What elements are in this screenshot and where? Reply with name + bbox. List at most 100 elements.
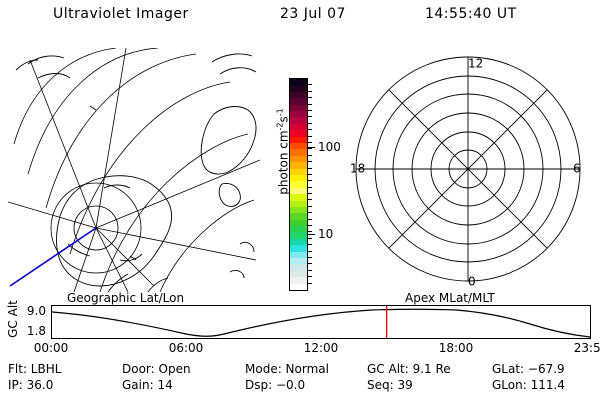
colorbar-band xyxy=(290,104,307,112)
colorbar-tick xyxy=(307,231,312,233)
colorbar-tick xyxy=(307,122,312,124)
geo-spacecraft-track xyxy=(9,227,97,287)
orbit-altitude-curve xyxy=(52,308,590,338)
colorbar-band xyxy=(290,219,307,227)
geo-coastlines xyxy=(15,53,257,292)
colorbar-band xyxy=(290,187,307,195)
colorbar-band xyxy=(290,155,307,163)
polar-mlat-label: 80 xyxy=(340,48,355,51)
colorbar-tick-label: 100 xyxy=(318,140,341,155)
colorbar-tick xyxy=(307,250,312,252)
colorbar-band xyxy=(290,277,307,284)
colorbar-tick xyxy=(307,90,312,92)
geographic-panel-title: Geographic Lat/Lon xyxy=(67,291,185,305)
colorbar-band xyxy=(290,123,307,131)
colorbar-band xyxy=(290,258,307,265)
colorbar-tick xyxy=(307,161,312,163)
colorbar-band xyxy=(290,238,307,246)
colorbar-tick xyxy=(307,180,312,182)
colorbar-tick xyxy=(307,129,312,131)
colorbar-tick xyxy=(307,186,312,188)
colorbar-tick xyxy=(307,141,312,143)
colorbar-tick xyxy=(307,199,312,201)
colorbar-tick xyxy=(307,212,312,214)
observation-date: 23 Jul 07 xyxy=(280,6,346,22)
colorbar-tick xyxy=(307,218,312,220)
colorbar-tick xyxy=(307,244,312,246)
status-ip: IP: 36.0 xyxy=(8,378,54,392)
colorbar-band xyxy=(290,226,307,233)
colorbar-band xyxy=(290,168,307,175)
orbit-altitude-plot[interactable] xyxy=(51,305,591,339)
colorbar-gradient[interactable] xyxy=(289,78,308,291)
colorbar-band xyxy=(290,232,307,239)
status-filter: Flt: LBHL xyxy=(8,362,62,376)
colorbar-band xyxy=(290,174,307,182)
colorbar-tick xyxy=(307,97,312,99)
orbit-x-tick-label: 06:00 xyxy=(168,341,204,355)
colorbar-tick xyxy=(307,154,312,156)
polar-mlat-label: 60 xyxy=(340,48,355,51)
status-dsp: Dsp: −0.0 xyxy=(245,378,306,392)
colorbar-band xyxy=(290,117,307,124)
apex-panel-title: Apex MLat/MLT xyxy=(405,291,495,305)
polar-spokes xyxy=(356,57,580,281)
orbit-y-tick-label: 9.0 xyxy=(26,304,46,319)
polar-mlt-label: 18 xyxy=(350,162,365,176)
colorbar-tick xyxy=(307,84,312,86)
colorbar-unit-exp2: -1 xyxy=(275,108,285,117)
colorbar-band xyxy=(290,143,307,150)
colorbar-major-tick xyxy=(307,147,315,149)
polar-mlt-label: 6 xyxy=(573,162,581,176)
colorbar-band xyxy=(290,162,307,169)
status-mode: Mode: Normal xyxy=(245,362,329,376)
polar-mlt-label: 0 xyxy=(468,275,476,289)
colorbar-band xyxy=(290,194,307,201)
colorbar-band xyxy=(290,270,307,278)
colorbar-tick xyxy=(307,103,312,105)
colorbar-tick xyxy=(307,109,312,111)
colorbar-band xyxy=(290,130,307,137)
orbit-x-tick-label: 00:00 xyxy=(33,341,69,355)
status-glon: GLon: 111.4 xyxy=(492,378,565,392)
status-seq: Seq: 39 xyxy=(367,378,413,392)
colorbar-band xyxy=(290,245,307,252)
colorbar-band xyxy=(290,181,307,188)
orbit-x-tick-label: 18:00 xyxy=(438,341,474,355)
geo-grid-lines xyxy=(8,48,260,292)
colorbar-tick xyxy=(307,276,312,278)
polar-mlt-label: 12 xyxy=(468,57,483,71)
colorbar-tick xyxy=(307,237,312,239)
geographic-map-svg xyxy=(8,48,260,292)
polar-mlat-label: 70 xyxy=(340,48,355,51)
colorbar-tick xyxy=(307,135,312,137)
orbit-x-tick-label: 12:00 xyxy=(303,341,339,355)
colorbar-band xyxy=(290,206,307,214)
colorbar-unit-exp1: -2 xyxy=(275,122,285,131)
colorbar-band xyxy=(290,213,307,220)
colorbar-band xyxy=(290,136,307,144)
colorbar-band xyxy=(290,264,307,271)
colorbar-band xyxy=(290,85,307,92)
polar-labels: 126018607080 xyxy=(340,48,581,289)
apex-polar-svg: 126018607080 xyxy=(340,48,581,289)
colorbar-major-tick xyxy=(307,234,315,236)
colorbar-tick xyxy=(307,257,312,259)
geographic-map-panel[interactable] xyxy=(8,48,260,292)
colorbar-tick xyxy=(307,282,312,284)
colorbar-band xyxy=(290,98,307,105)
colorbar-tick xyxy=(307,263,312,265)
apex-polar-panel[interactable]: 126018607080 xyxy=(340,48,596,292)
orbit-y-axis-label: GC Alt xyxy=(6,300,20,338)
colorbar-tick xyxy=(307,225,312,227)
colorbar-tick xyxy=(307,193,312,195)
colorbar-band xyxy=(290,251,307,259)
polar-mlt-spoke xyxy=(388,89,548,249)
colorbar-band xyxy=(290,149,307,156)
status-gc-alt: GC Alt: 9.1 Re xyxy=(367,362,451,376)
observation-time: 14:55:40 UT xyxy=(425,6,517,22)
status-gain: Gain: 14 xyxy=(122,378,173,392)
colorbar-tick xyxy=(307,205,312,207)
status-glat: GLat: −67.9 xyxy=(492,362,565,376)
